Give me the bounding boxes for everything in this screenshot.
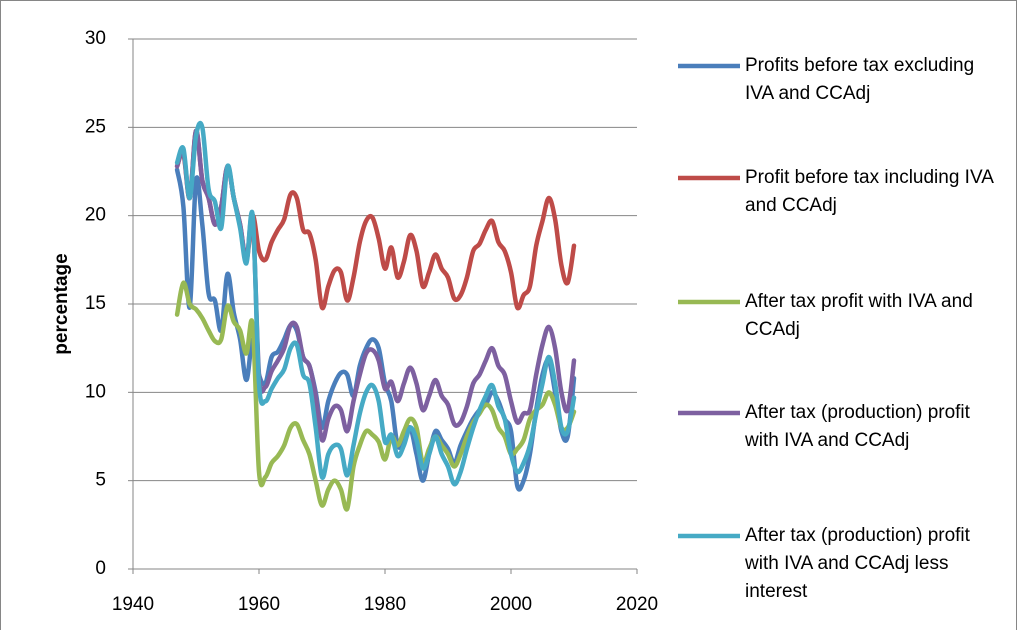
x-tick-label: 1980 bbox=[364, 594, 406, 615]
x-tick-label: 2020 bbox=[616, 594, 658, 615]
y-tick-label: 20 bbox=[85, 205, 106, 226]
legend-label: After tax (production) profit with IVA a… bbox=[745, 525, 970, 602]
y-tick-label: 0 bbox=[95, 558, 106, 579]
legend-label: Profit before tax including IVA and CCAd… bbox=[745, 167, 993, 216]
legend-label: After tax (production) profit with IVA a… bbox=[745, 402, 970, 451]
y-tick-label: 10 bbox=[85, 381, 106, 402]
y-axis-label: percentage bbox=[51, 253, 72, 354]
series-line bbox=[174, 120, 577, 487]
legend-label: Profits before tax excluding IVA and CCA… bbox=[745, 55, 975, 104]
x-tick-label: 1940 bbox=[112, 594, 154, 615]
y-tick-label: 15 bbox=[85, 293, 106, 314]
y-tick-label: 25 bbox=[85, 116, 106, 137]
y-tick-label: 5 bbox=[95, 470, 106, 491]
x-tick-label: 2000 bbox=[490, 594, 532, 615]
legend-label: After tax profit with IVA and CCAdj bbox=[745, 291, 973, 340]
x-tick-label: 1960 bbox=[238, 594, 280, 615]
y-tick-label: 30 bbox=[85, 28, 106, 49]
